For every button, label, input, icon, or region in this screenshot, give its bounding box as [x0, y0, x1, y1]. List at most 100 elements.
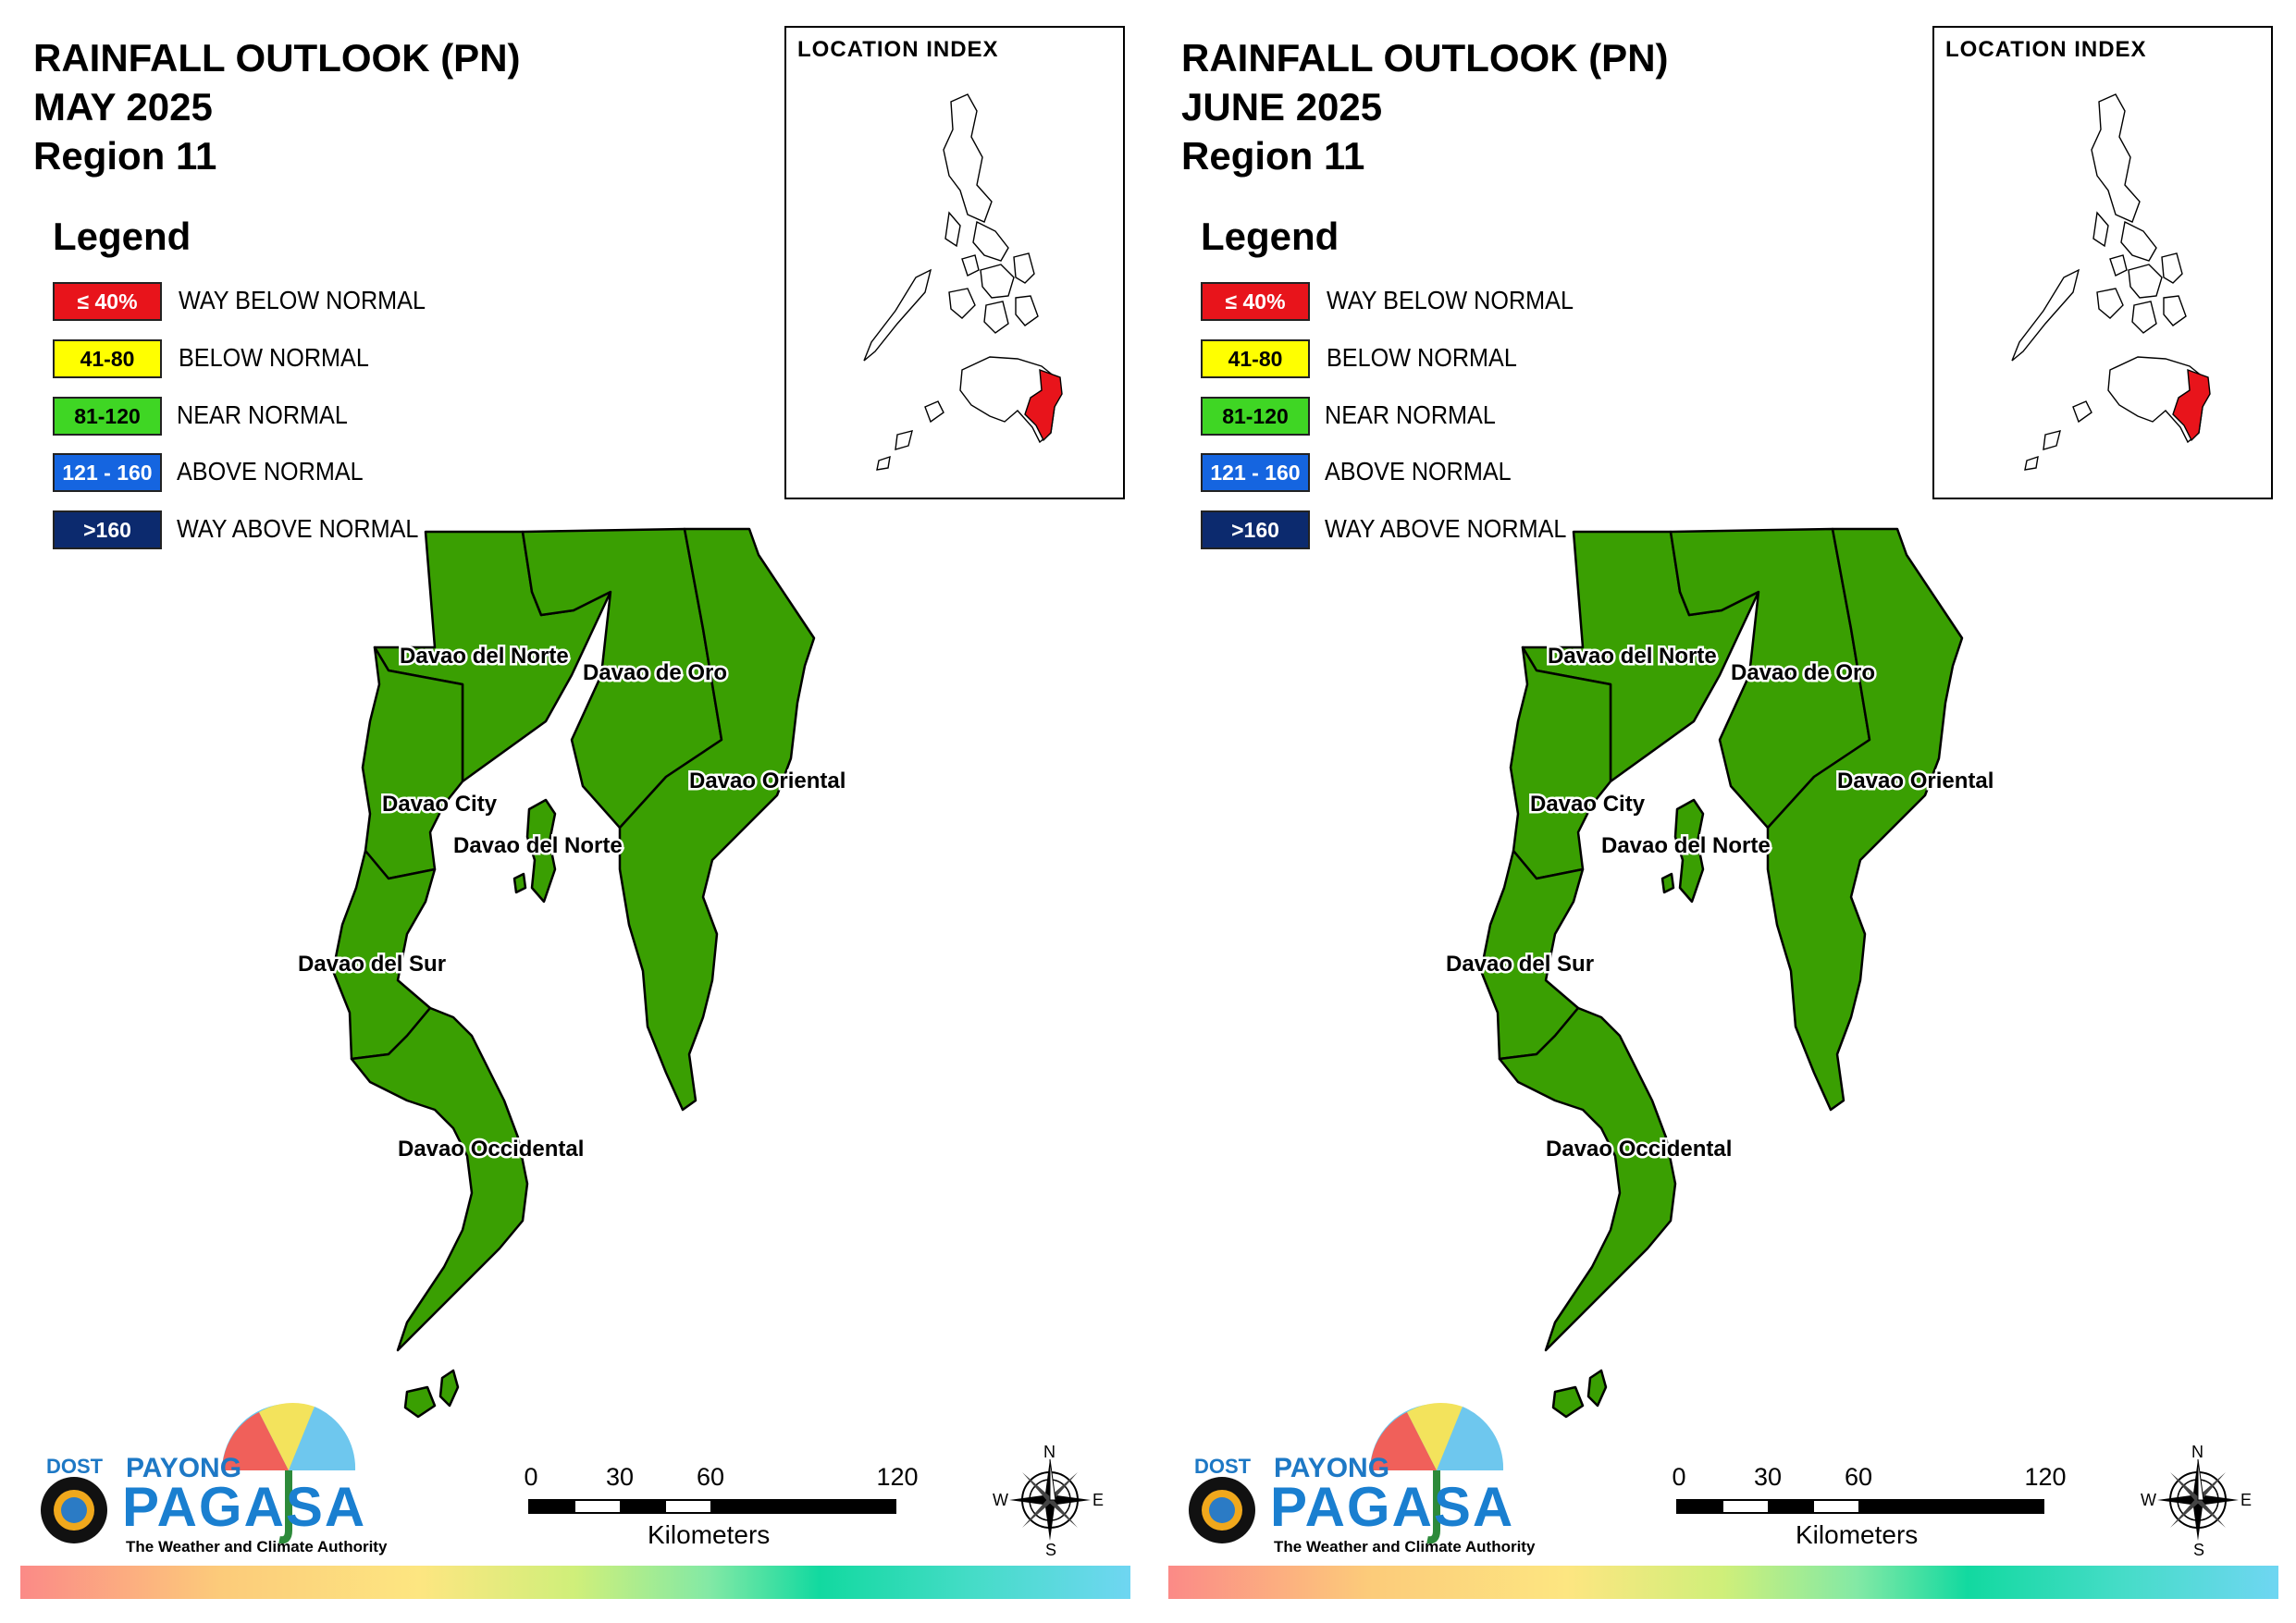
province-davao-city	[1509, 646, 1612, 880]
province-davao-oriental	[618, 527, 816, 1112]
label-davao-del-norte: Davao del Norte	[1548, 644, 1717, 669]
label-davao-del-norte: Davao del Norte	[400, 644, 569, 669]
location-index-label: LOCATION INDEX	[1945, 37, 2147, 62]
scale-tick: 60	[1844, 1463, 1873, 1491]
title-line-3: Region 11	[1181, 134, 1365, 178]
island-samal	[1673, 798, 1705, 904]
title-line-2: JUNE 2025	[1181, 85, 1383, 129]
panel-title: RAINFALL OUTLOOK (PN) JUNE 2025 Region 1…	[1181, 33, 1669, 180]
scale-tick: 120	[876, 1463, 919, 1491]
legend-swatch: 121 - 160	[1201, 453, 1310, 492]
scale-bar: 0 30 60 120 Kilometers	[524, 1463, 919, 1555]
title-line-3: Region 11	[33, 134, 217, 178]
scale-tick: 0	[1672, 1463, 1686, 1491]
province-davao-city	[361, 646, 464, 880]
legend-label: WAY ABOVE NORMAL	[177, 514, 419, 543]
label-davao-occidental: Davao Occidental	[398, 1137, 584, 1162]
logo-dost: DOST	[46, 1455, 104, 1478]
scale-unit: Kilometers	[648, 1520, 771, 1549]
logo-payong: PAYONG	[1274, 1453, 1390, 1483]
legend-swatch: ≤ 40%	[1201, 282, 1310, 321]
legend-label: NEAR NORMAL	[177, 400, 348, 429]
scale-tick: 30	[1753, 1463, 1783, 1491]
legend-swatch: >160	[53, 510, 162, 549]
legend-label: ABOVE NORMAL	[1325, 457, 1512, 486]
legend-label: BELOW NORMAL	[179, 343, 369, 372]
legend-title: Legend	[1201, 215, 1339, 258]
island-sarangani	[1551, 1385, 1585, 1419]
label-davao-city: Davao City	[1530, 792, 1646, 817]
compass-n: N	[1043, 1443, 1055, 1461]
region-11-map: Davao del Norte Davao de Oro Davao Orien…	[1444, 527, 1996, 1419]
scale-bar-graphic	[1676, 1499, 2044, 1514]
scale-tick: 60	[696, 1463, 725, 1491]
label-davao-del-norte-2: Davao del Norte	[1601, 833, 1771, 858]
region-11-highlight	[2172, 368, 2211, 442]
compass-rose: N S E W	[993, 1443, 1105, 1559]
footer-gradient-bar	[20, 1566, 1130, 1599]
legend-swatch: 121 - 160	[53, 453, 162, 492]
label-davao-oriental: Davao Oriental	[1837, 768, 1994, 793]
title-line-2: MAY 2025	[33, 85, 213, 129]
compass-s: S	[1045, 1541, 1057, 1559]
legend-label: BELOW NORMAL	[1327, 343, 1517, 372]
legend-label: WAY BELOW NORMAL	[1327, 286, 1574, 314]
compass-e: E	[2240, 1491, 2253, 1509]
title-line-1: RAINFALL OUTLOOK (PN)	[1181, 36, 1669, 80]
scale-tick: 120	[2024, 1463, 2067, 1491]
scale-tick: 0	[524, 1463, 538, 1491]
label-davao-de-oro: Davao de Oro	[1731, 660, 1875, 685]
island-sarangani	[403, 1385, 437, 1419]
label-davao-del-sur: Davao del Sur	[1446, 952, 1594, 977]
region-11-highlight	[1024, 368, 1063, 442]
compass-w: W	[2141, 1491, 2156, 1509]
scale-bar: 0 30 60 120 Kilometers	[1672, 1463, 2067, 1555]
title-line-1: RAINFALL OUTLOOK (PN)	[33, 36, 521, 80]
label-davao-city: Davao City	[382, 792, 498, 817]
legend-label: WAY ABOVE NORMAL	[1325, 514, 1567, 543]
legend-label: ABOVE NORMAL	[177, 457, 364, 486]
legend-swatch: 81-120	[53, 397, 162, 436]
outlook-panel-june: RAINFALL OUTLOOK (PN) JUNE 2025 Region 1…	[1148, 0, 2296, 1623]
legend-title: Legend	[53, 215, 191, 258]
province-davao-occidental	[350, 1006, 529, 1352]
outlook-panel-may: RAINFALL OUTLOOK (PN) MAY 2025 Region 11…	[20, 26, 1130, 1599]
logo-tagline: The Weather and Climate Authority	[1274, 1538, 1536, 1555]
logo-tagline: The Weather and Climate Authority	[126, 1538, 388, 1555]
logo-payong: PAYONG	[126, 1453, 242, 1483]
compass-e: E	[1092, 1491, 1105, 1509]
legend-swatch: 41-80	[53, 339, 162, 378]
payong-pagasa-logo: DOST PAYONG PAGASA The Weather and Clima…	[37, 1392, 389, 1563]
label-davao-occidental: Davao Occidental	[1546, 1137, 1732, 1162]
legend-swatch: 41-80	[1201, 339, 1310, 378]
compass-w: W	[993, 1491, 1008, 1509]
compass-n: N	[2191, 1443, 2203, 1461]
label-davao-del-sur: Davao del Sur	[298, 952, 446, 977]
island-balut	[1586, 1369, 1608, 1408]
region-11-map: Davao del Norte Davao de Oro Davao Orien…	[298, 527, 846, 1419]
location-index-inset: LOCATION INDEX	[1932, 26, 2273, 499]
legend-label: NEAR NORMAL	[1325, 400, 1496, 429]
compass-icon	[1009, 1458, 1091, 1541]
compass-icon	[2157, 1458, 2239, 1541]
label-davao-oriental: Davao Oriental	[689, 768, 846, 793]
payong-pagasa-logo: DOST PAYONG PAGASA The Weather and Clima…	[1185, 1392, 1537, 1563]
location-index-label: LOCATION INDEX	[797, 37, 999, 62]
province-davao-oriental	[1766, 527, 1964, 1112]
island-small	[512, 872, 527, 894]
umbrella-icon	[41, 1403, 356, 1544]
philippines-index-map	[863, 93, 1063, 471]
scale-tick: 30	[605, 1463, 635, 1491]
scale-bar-graphic	[528, 1499, 896, 1514]
legend-label: WAY BELOW NORMAL	[179, 286, 426, 314]
island-samal	[525, 798, 557, 904]
footer-gradient-bar	[1168, 1566, 2278, 1599]
umbrella-icon	[1189, 1403, 1504, 1544]
scale-unit: Kilometers	[1796, 1520, 1919, 1549]
legend-swatch: >160	[1201, 510, 1310, 549]
location-index-inset: LOCATION INDEX	[784, 26, 1125, 499]
logo-dost: DOST	[1194, 1455, 1252, 1478]
label-davao-del-norte-2: Davao del Norte	[453, 833, 623, 858]
legend-swatch: ≤ 40%	[53, 282, 162, 321]
legend-swatch: 81-120	[1201, 397, 1310, 436]
